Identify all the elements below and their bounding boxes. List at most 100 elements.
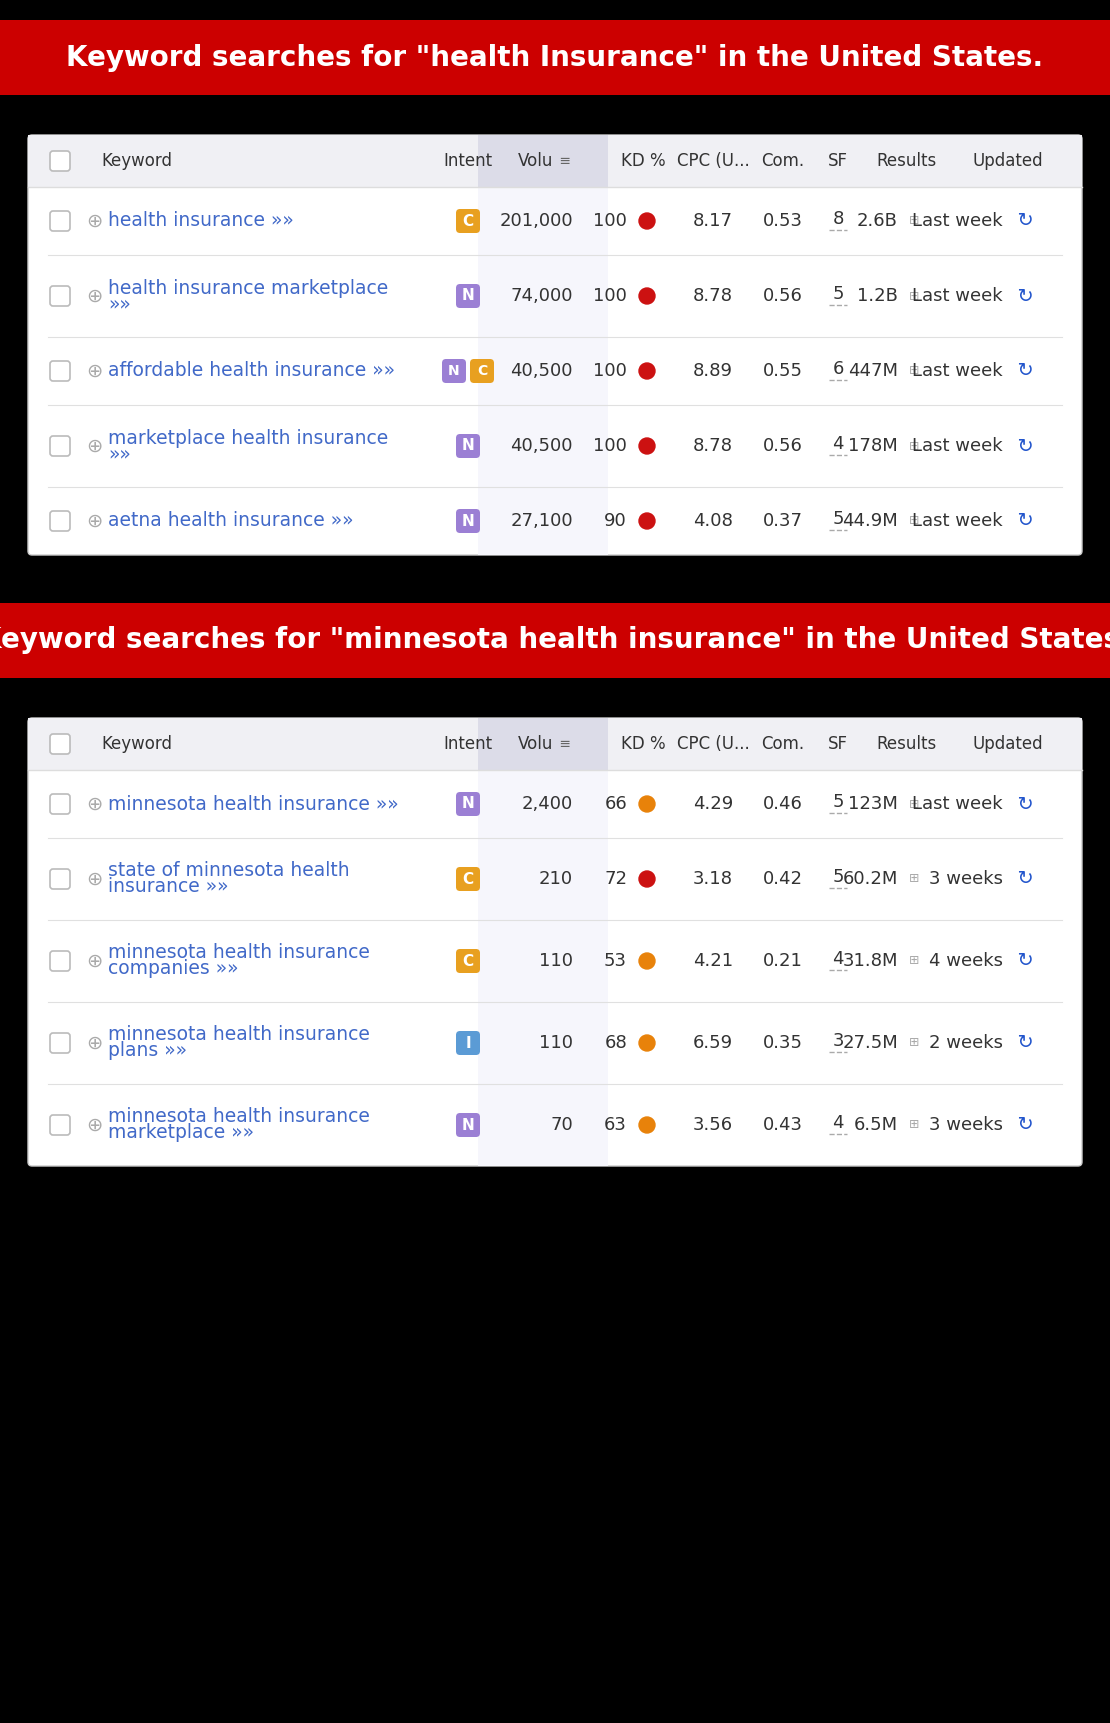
Text: 100: 100 [593,212,627,229]
Text: 6.59: 6.59 [693,1034,733,1053]
Text: ⊞: ⊞ [901,872,919,886]
Text: 66: 66 [604,794,627,813]
FancyBboxPatch shape [50,210,70,231]
Text: Keyword: Keyword [101,152,172,171]
Text: C: C [477,364,487,377]
Text: 100: 100 [593,362,627,381]
Text: ⊞: ⊞ [901,1118,919,1132]
Text: 8: 8 [832,210,844,227]
Text: 3.56: 3.56 [693,1117,733,1134]
Circle shape [639,796,655,812]
Text: C: C [463,214,474,229]
Bar [478,770,608,837]
Text: 0.35: 0.35 [763,1034,803,1053]
Text: ↻: ↻ [1005,362,1033,381]
Bar [478,718,608,770]
Text: Results: Results [876,736,936,753]
Text: ↻: ↻ [1005,512,1033,531]
Circle shape [639,872,655,887]
Text: 0.56: 0.56 [763,288,803,305]
Text: I: I [465,1036,471,1051]
FancyBboxPatch shape [456,1030,480,1054]
Text: 4: 4 [832,434,844,453]
Text: 2 weeks: 2 weeks [929,1034,1003,1053]
Text: 110: 110 [539,953,573,970]
Text: 8.78: 8.78 [693,438,733,455]
Text: 27.5M: 27.5M [842,1034,898,1053]
FancyBboxPatch shape [456,867,480,891]
Text: Last week: Last week [912,212,1003,229]
Text: 4.21: 4.21 [693,953,733,970]
Text: ↻: ↻ [1005,951,1033,970]
Text: N: N [462,796,474,812]
Text: Results: Results [876,152,936,171]
Text: minnesota health insurance: minnesota health insurance [108,944,370,963]
Bar [478,405,608,488]
Text: N: N [462,1118,474,1132]
Bar [478,188,608,255]
Text: minnesota health insurance »»: minnesota health insurance »» [108,794,398,813]
Text: 100: 100 [593,438,627,455]
Bar [478,488,608,555]
Text: ⊞: ⊞ [901,955,919,968]
Bar [478,837,608,920]
Text: Last week: Last week [912,362,1003,381]
FancyBboxPatch shape [50,1115,70,1135]
Text: C: C [463,953,474,968]
Text: ↻: ↻ [1005,286,1033,305]
Text: 0.42: 0.42 [763,870,803,887]
Text: ⊕: ⊕ [85,1115,102,1134]
Text: 4 weeks: 4 weeks [929,953,1003,970]
Text: 27,100: 27,100 [511,512,573,531]
Text: Volu: Volu [517,152,553,171]
Bar [478,338,608,405]
Text: ⊕: ⊕ [85,362,102,381]
Text: 72: 72 [604,870,627,887]
Text: ↻: ↻ [1005,1034,1033,1053]
Text: 4: 4 [832,1115,844,1132]
Text: SF: SF [828,736,848,753]
Circle shape [639,1117,655,1134]
FancyBboxPatch shape [456,208,480,233]
Text: ⊞: ⊞ [901,515,919,527]
Text: ≡: ≡ [555,737,571,751]
Text: 44.9M: 44.9M [842,512,898,531]
FancyBboxPatch shape [50,951,70,972]
Text: KD %: KD % [620,152,665,171]
Text: ⊕: ⊕ [85,951,102,970]
Text: 5: 5 [832,793,844,812]
Text: marketplace »»: marketplace »» [108,1123,254,1142]
Text: Keyword searches for "minnesota health insurance" in the United States.: Keyword searches for "minnesota health i… [0,627,1110,655]
Text: ⊞: ⊞ [901,289,919,303]
Text: 178M: 178M [848,438,898,455]
Text: 2,400: 2,400 [522,794,573,813]
FancyBboxPatch shape [456,793,480,817]
Text: Volu: Volu [517,736,553,753]
Circle shape [639,438,655,453]
Text: Last week: Last week [912,438,1003,455]
Text: 210: 210 [538,870,573,887]
Text: N: N [462,288,474,303]
Text: health insurance »»: health insurance »» [108,212,294,231]
Text: 447M: 447M [848,362,898,381]
Text: 8.17: 8.17 [693,212,733,229]
Circle shape [639,214,655,229]
Text: 3: 3 [832,1032,844,1049]
Text: 68: 68 [604,1034,627,1053]
Text: 31.8M: 31.8M [842,953,898,970]
Circle shape [639,288,655,303]
FancyBboxPatch shape [50,868,70,889]
Text: ⊞: ⊞ [901,365,919,377]
Text: N: N [462,513,474,529]
Text: 0.43: 0.43 [763,1117,803,1134]
Text: Updated: Updated [972,736,1043,753]
Text: 53: 53 [604,953,627,970]
FancyBboxPatch shape [442,358,466,383]
Text: 74,000: 74,000 [511,288,573,305]
Circle shape [639,364,655,379]
Text: 60.2M: 60.2M [842,870,898,887]
Bar [478,1084,608,1166]
Text: ↻: ↻ [1005,436,1033,455]
Text: »»: »» [108,445,131,463]
Text: KD %: KD % [620,736,665,753]
